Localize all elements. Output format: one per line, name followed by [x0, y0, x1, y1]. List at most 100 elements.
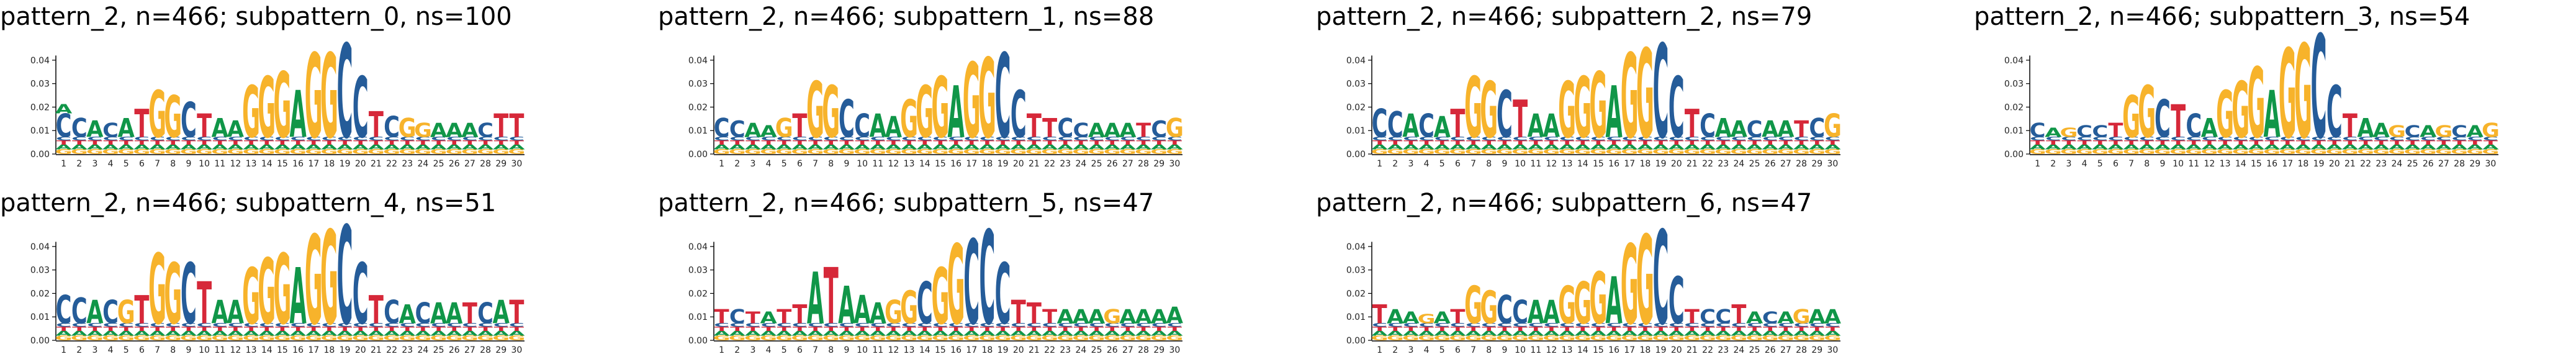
logo-letter: T: [730, 139, 744, 146]
logo-letter: G: [1449, 148, 1466, 156]
logo-letter: A: [2342, 143, 2359, 151]
logo-letter: C: [181, 136, 196, 142]
logo-letter: T: [777, 305, 791, 327]
logo-letter: A: [1057, 143, 1074, 151]
logo-letter: G: [211, 335, 228, 342]
panel-title: pattern_2, n=466; subpattern_1, ns=88: [658, 2, 1154, 31]
logo-letter: A: [462, 330, 479, 337]
logo-letter: C: [917, 136, 932, 142]
logo-letter: T: [290, 139, 305, 146]
logo-letter: A: [274, 143, 291, 151]
logo-letter: C: [808, 136, 823, 142]
logo-letter: C: [839, 136, 854, 142]
logo-letter: G: [729, 148, 746, 156]
logo-letter: C: [2186, 136, 2202, 142]
y-tick-label: 0.02: [30, 102, 50, 112]
logo-letter: A: [1605, 264, 1622, 338]
y-tick-label: 0.01: [688, 126, 708, 136]
logo-letter: A: [1402, 108, 1420, 145]
logo-letter: C: [478, 322, 493, 328]
logo-letter: C: [197, 322, 212, 328]
logo-letter: G: [492, 148, 510, 156]
logo-letter: A: [227, 294, 245, 332]
x-tick-label: 29: [495, 345, 507, 354]
logo-letter: G: [978, 35, 996, 163]
logo-letter: C: [839, 90, 855, 150]
x-tick-label: 27: [1780, 345, 1791, 354]
logo-letter: A: [745, 143, 762, 151]
logo-letter: C: [2171, 136, 2186, 142]
logo-letter: A: [165, 330, 182, 337]
logo-letter: C: [792, 322, 808, 328]
logo-letter: G: [320, 204, 338, 354]
logo-letter: A: [1684, 143, 1701, 151]
logo-letter: G: [1402, 148, 1420, 156]
x-tick-label: 4: [1424, 345, 1430, 354]
logo-letter: C: [1481, 322, 1497, 328]
logo-letter: C: [2186, 108, 2202, 145]
logo-letter: C: [212, 136, 228, 142]
logo-letter: A: [165, 143, 182, 151]
logo-letter: C: [2139, 136, 2155, 142]
x-tick-label: 24: [1076, 345, 1087, 354]
logo-letter: A: [461, 119, 479, 141]
logo-letter: G: [1636, 335, 1654, 342]
logo-letter: A: [2326, 143, 2343, 151]
logo-letter: C: [1731, 322, 1747, 328]
logo-letter: C: [1042, 322, 1058, 328]
x-tick-label: 23: [1718, 159, 1729, 169]
logo-letter: C: [1466, 136, 1481, 142]
x-tick-label: 15: [277, 345, 288, 354]
logo-letter: C: [462, 136, 477, 142]
x-tick-label: 12: [888, 159, 899, 169]
panel-title: pattern_2, n=466; subpattern_5, ns=47: [658, 189, 1154, 217]
logo-letter: G: [227, 335, 244, 342]
logo-letter: G: [383, 148, 400, 156]
logo-letter: G: [399, 114, 417, 143]
logo-letter: C: [1450, 136, 1466, 142]
logo-letter: G: [1371, 335, 1389, 342]
logo-letter: A: [948, 330, 965, 337]
logo-letter: A: [1777, 117, 1795, 143]
logo-letter: A: [2201, 143, 2218, 151]
logo-letter: G: [885, 294, 903, 332]
logo-letter: C: [1136, 136, 1151, 142]
logo-letter: A: [1481, 143, 1498, 151]
logo-letter: G: [1559, 335, 1576, 342]
logo-letter: C: [353, 322, 368, 328]
logo-letter: T: [1089, 325, 1104, 332]
logo-letter: G: [273, 53, 291, 158]
logo-letter: C: [886, 136, 901, 142]
logo-letter: C: [948, 322, 964, 328]
logo-letter: T: [2108, 119, 2123, 141]
logo-letter: C: [1434, 136, 1450, 142]
logo-letter: C: [729, 136, 745, 142]
logo-letter: A: [1120, 143, 1137, 151]
logo-letter: T: [2140, 139, 2154, 146]
x-tick-label: 21: [371, 159, 382, 169]
logo-letter: T: [1794, 139, 1808, 146]
logo-letter: G: [1433, 335, 1451, 342]
logo-letter: G: [1730, 148, 1747, 156]
x-tick-label: 25: [2407, 159, 2418, 169]
logo-letter: G: [1824, 335, 1841, 342]
logo-letter: G: [2216, 78, 2234, 152]
logo-letter: G: [2435, 148, 2452, 156]
logo-letter: T: [1591, 139, 1605, 146]
logo-letter: T: [792, 108, 807, 145]
logo-letter: C: [1497, 322, 1512, 328]
logo-letter: T: [322, 139, 336, 146]
x-tick-label: 18: [982, 345, 993, 354]
logo-letter: T: [1011, 325, 1025, 332]
logo-letter: G: [336, 335, 354, 342]
logo-letter: C: [103, 136, 119, 142]
logo-letter: A: [839, 143, 855, 151]
logo-letter: C: [1684, 136, 1700, 142]
logo-letter: C: [1653, 204, 1669, 354]
logo-letter: T: [1403, 139, 1418, 146]
logo-letter: A: [2061, 143, 2078, 151]
logo-letter: T: [197, 270, 212, 337]
logo-letter: T: [2202, 139, 2217, 146]
logo-letter: C: [714, 322, 729, 328]
logo-letter: C: [1731, 136, 1747, 142]
